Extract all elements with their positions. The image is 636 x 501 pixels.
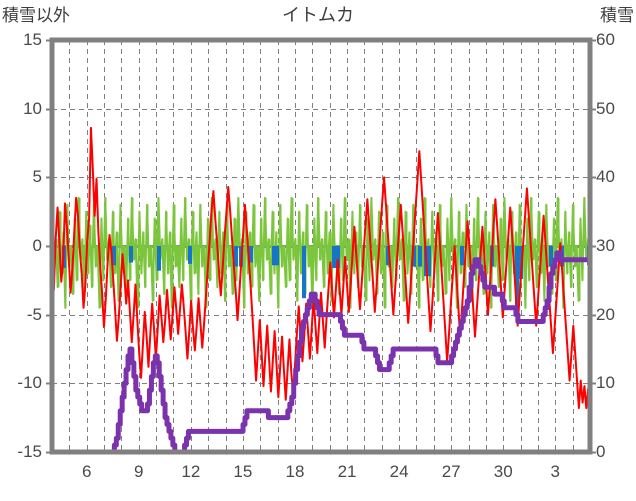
x-axis-tick: 15: [233, 462, 253, 481]
y-axis-right-tick: 40: [596, 167, 615, 187]
y-axis-right-tick: 20: [596, 304, 615, 324]
y-axis-left-tick: 10: [23, 98, 42, 118]
y-axis-left-tick: 0: [32, 236, 42, 255]
x-axis-tick: 9: [134, 462, 144, 481]
x-axis-tick: 24: [389, 462, 409, 481]
left-axis-title: 積雪以外: [2, 6, 70, 25]
series-snow-depth: [51, 250, 591, 455]
y-axis-right-tick: 30: [596, 236, 615, 255]
x-axis-tick: 21: [337, 462, 357, 481]
plot-frame: [46, 37, 596, 455]
grid-layer: [52, 40, 590, 452]
x-axis-tick: 30: [493, 462, 513, 481]
page-title: イトムカ: [282, 5, 354, 25]
right-axis-title: 積雪: [600, 6, 634, 25]
x-axis-tick: 18: [285, 462, 305, 481]
x-axis-tick: 6: [81, 462, 92, 481]
x-axis-tick: 27: [441, 462, 461, 481]
y-axis-right-tick: 50: [596, 98, 615, 118]
y-axis-left-tick: 15: [23, 30, 42, 49]
y-axis-right-tick: 60: [596, 30, 615, 49]
y-axis-right-tick: 10: [596, 373, 615, 393]
series-temperature: [51, 126, 591, 410]
y-axis-left-tick: -10: [17, 373, 42, 393]
x-axis-tick: 12: [181, 462, 201, 481]
y-axis-left-tick: -15: [17, 442, 42, 461]
x-axis-tick: 3: [550, 462, 561, 481]
y-axis-right-tick: 0: [596, 442, 606, 461]
y-axis-left-tick: 5: [32, 167, 42, 187]
y-axis-left-tick: -5: [26, 304, 42, 324]
